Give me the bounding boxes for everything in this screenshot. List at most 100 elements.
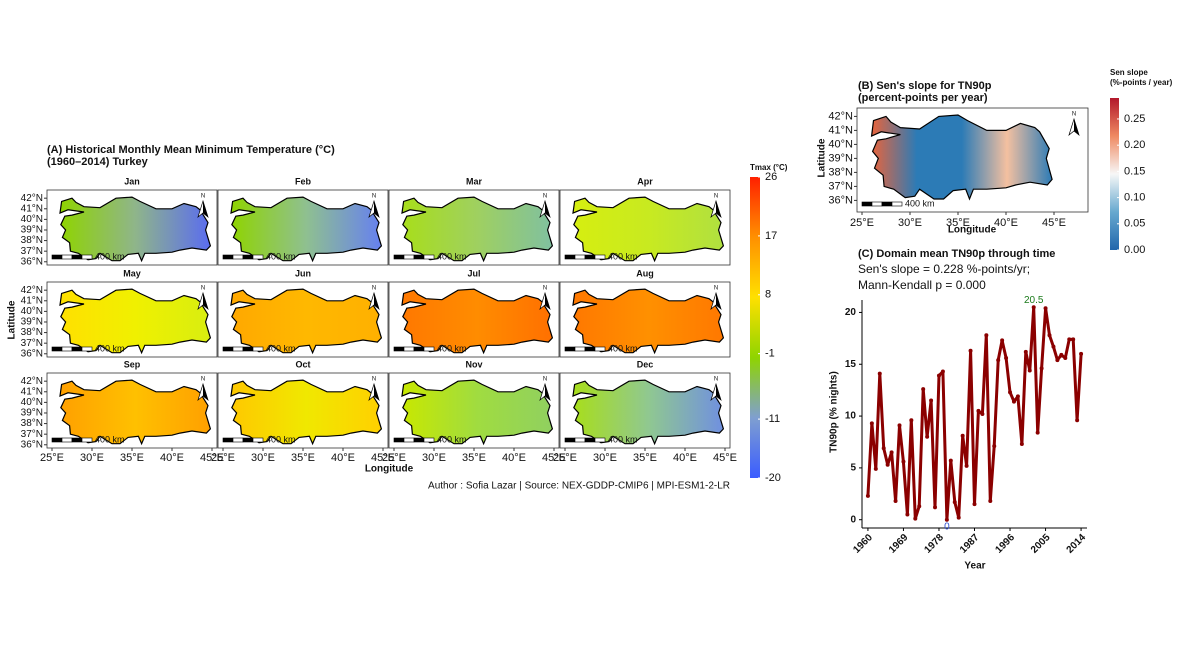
north-arrow: [374, 201, 379, 217]
panel-c-title: (C) Domain mean TN90p through time: [858, 248, 1055, 260]
data-point: [1071, 337, 1076, 342]
scale-bar: [413, 437, 425, 443]
scale-bar: [232, 254, 244, 260]
data-point: [968, 348, 973, 353]
scale-bar: [222, 254, 234, 260]
scale-bar: [594, 437, 606, 443]
y-tick-label: 40°N: [828, 138, 853, 150]
scale-bar: [61, 437, 73, 443]
scale-bar: [81, 346, 93, 352]
scale-bar: [242, 346, 254, 352]
data-point: [885, 462, 890, 467]
x-tick-label: 40°E: [994, 217, 1018, 229]
x-tick-label: 1969: [887, 532, 911, 556]
north-label: N: [714, 377, 718, 383]
y-tick-label: 36°N: [21, 439, 43, 450]
data-point: [901, 459, 906, 464]
colorbar: [750, 177, 760, 478]
scale-bar: [413, 346, 425, 352]
north-arrow: [203, 201, 208, 217]
x-tick-label: 45°E: [200, 452, 224, 464]
scale-label: 400 km: [95, 343, 125, 353]
data-point: [1039, 366, 1044, 371]
data-point: [933, 505, 938, 510]
colorbar-tick-label: 8: [765, 289, 771, 301]
y-tick-label: 42°N: [21, 193, 43, 204]
annotation: 0: [944, 521, 950, 532]
scale-bar: [242, 254, 254, 260]
scale-bar: [423, 254, 435, 260]
scale-label: 400 km: [266, 343, 296, 353]
y-tick-label: 39°N: [21, 225, 43, 236]
y-axis-label: Latitude: [7, 300, 18, 339]
y-tick-label: 42°N: [828, 110, 853, 122]
x-tick-label: 35°E: [633, 452, 657, 464]
scale-bar: [861, 201, 873, 207]
data-point: [988, 499, 993, 504]
colorbar-tick-label: 0.05: [1124, 218, 1145, 230]
scale-bar: [881, 201, 893, 207]
colorbar-tick-label: -11: [765, 413, 780, 425]
colorbar-tick-label: 0.20: [1124, 139, 1145, 151]
data-point: [925, 434, 930, 439]
north-arrow: [716, 293, 721, 309]
scale-bar: [423, 346, 435, 352]
north-arrow: [1074, 119, 1079, 135]
data-point: [1019, 442, 1024, 447]
north-arrow: [374, 384, 379, 400]
scale-bar: [252, 346, 264, 352]
y-tick-label: 0: [850, 514, 856, 525]
north-label: N: [714, 286, 718, 292]
x-tick-label: 30°E: [251, 452, 275, 464]
x-axis-label: Longitude: [365, 464, 414, 475]
data-point: [1079, 351, 1084, 356]
y-tick-label: 36°N: [21, 256, 43, 267]
scale-bar: [891, 201, 903, 207]
scale-bar: [574, 254, 586, 260]
data-point: [980, 412, 985, 416]
data-point: [921, 387, 926, 392]
north-arrow: [203, 384, 208, 400]
x-tick-label: 1978: [922, 532, 946, 556]
colorbar-title: (%-points / year): [1110, 78, 1173, 87]
y-tick-label: 38°N: [21, 235, 43, 246]
y-tick-label: 39°N: [828, 152, 853, 164]
north-arrow: [716, 384, 721, 400]
colorbar-tick-label: 0.10: [1124, 191, 1145, 203]
data-point: [917, 504, 922, 509]
x-tick-label: 40°E: [502, 452, 526, 464]
data-point: [936, 373, 941, 378]
colorbar-title: Sen slope: [1110, 68, 1148, 77]
panel-strip-label: Jul: [467, 268, 480, 278]
map-raster: [572, 196, 725, 263]
data-point: [1055, 358, 1060, 363]
data-point: [877, 371, 882, 376]
scale-bar: [564, 437, 576, 443]
data-point: [956, 515, 961, 520]
scale-label: 400 km: [608, 434, 638, 444]
scale-label: 400 km: [905, 198, 935, 208]
data-point: [960, 433, 965, 438]
scale-bar: [584, 437, 596, 443]
x-tick-label: 30°E: [898, 217, 922, 229]
colorbar-tick-label: 0.15: [1124, 165, 1145, 177]
scale-label: 400 km: [608, 251, 638, 261]
panel-strip-label: May: [123, 268, 141, 278]
north-label: N: [372, 286, 376, 292]
data-point: [976, 408, 981, 413]
y-tick-label: 36°N: [21, 348, 43, 359]
colorbar-tick-label: -1: [765, 348, 775, 360]
map-raster: [401, 196, 554, 263]
x-tick-label: 30°E: [80, 452, 104, 464]
y-tick-label: 39°N: [21, 408, 43, 419]
data-point: [1051, 344, 1056, 349]
data-point: [913, 516, 918, 521]
y-tick-label: 37°N: [21, 338, 43, 349]
data-point: [1059, 352, 1064, 357]
map-raster: [59, 288, 212, 355]
north-label: N: [372, 377, 376, 383]
north-label: N: [543, 377, 547, 383]
data-point: [889, 450, 894, 455]
x-tick-label: 45°E: [713, 452, 737, 464]
scale-bar: [403, 346, 415, 352]
